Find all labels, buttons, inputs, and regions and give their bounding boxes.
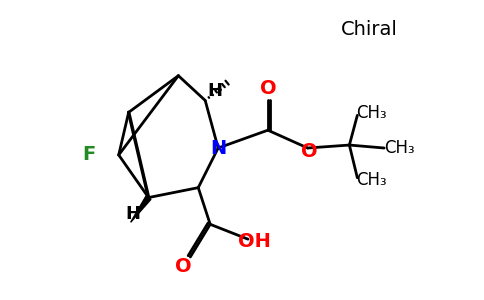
Text: O: O: [175, 257, 192, 276]
Text: N: N: [210, 139, 226, 158]
Polygon shape: [131, 196, 151, 222]
Text: CH₃: CH₃: [356, 171, 387, 189]
Text: CH₃: CH₃: [384, 139, 414, 157]
Text: H: H: [208, 82, 223, 100]
Text: F: F: [82, 146, 95, 164]
Text: OH: OH: [239, 232, 272, 250]
Text: O: O: [259, 79, 276, 98]
Text: O: O: [302, 142, 318, 161]
Text: H: H: [125, 206, 140, 224]
Text: CH₃: CH₃: [356, 104, 387, 122]
Text: Chiral: Chiral: [341, 20, 398, 39]
